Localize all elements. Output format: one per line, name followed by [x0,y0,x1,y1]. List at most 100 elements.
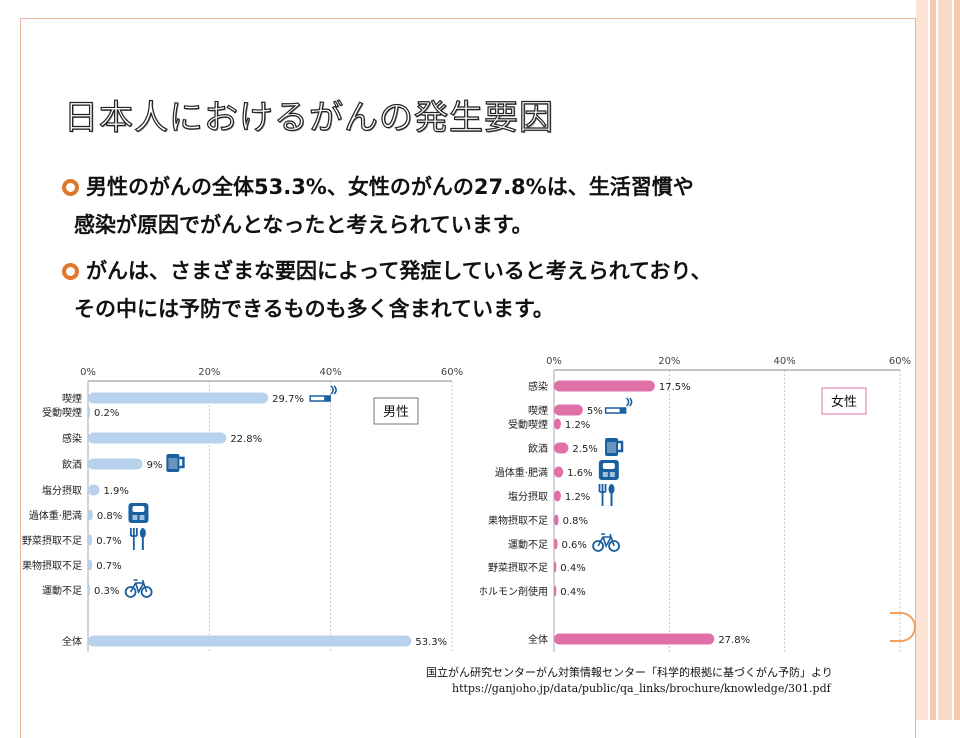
source-citation: 国立がん研究センターがん対策情報センター「科学的根拠に基づくがん予防」より ht… [426,665,833,697]
bullet-dot-icon [62,263,79,280]
bullet-1-line1: 男性のがんの全体53.3%、女性のがんの27.8%は、生活習慣や [86,175,694,199]
bullet-2: がんは、さまざまな要因によって発症していると考えられており、 その中には予防でき… [62,252,866,328]
decorative-arc [890,612,916,642]
x-tick-label: 60% [889,356,911,367]
bullet-1: 男性のがんの全体53.3%、女性のがんの27.8%は、生活習慣や 感染が原因でが… [62,168,866,244]
slide-title: 日本人におけるがんの発生要因 [63,97,554,138]
bar [88,635,412,647]
bar [554,490,561,502]
bicycle-icon [124,579,153,598]
x-tick-label: 0% [546,356,562,367]
bar [88,484,100,496]
category-label: 野菜摂取不足 [22,534,82,547]
slide-frame [20,18,916,738]
category-label: 全体 [62,635,82,648]
cigarette-icon [604,397,633,414]
utensils-icon [598,484,615,506]
category-label: 受動喫煙 [508,418,548,431]
bar [88,509,93,521]
source-line-1: 国立がん研究センターがん対策情報センター「科学的根拠に基づくがん予防」より [426,666,833,679]
value-label: 27.8% [718,635,750,646]
bar [88,406,90,418]
female-chart: 0% 20% 40% 60% 女性 感染 17.5% 喫煙 5% 受動喫煙 1.2% 飲酒 2.5% 過体… [480,356,911,652]
legend-label: 女性 [831,394,857,410]
category-label: 全体 [528,633,548,646]
bar [554,514,559,526]
bullet-2-line1: がんは、さまざまな要因によって発症していると考えられており、 [86,259,712,283]
category-label: 過体重·肥満 [29,509,82,522]
category-label: 感染 [528,380,548,393]
legend-label: 男性 [383,405,409,420]
value-label: 0.6% [561,540,586,551]
source-url[interactable]: https://ganjoho.jp/data/public/qa_links/… [452,682,831,695]
category-label: 運動不足 [508,538,548,551]
value-label: 2.5% [572,444,597,455]
value-label: 1.6% [567,468,592,479]
bar [554,404,583,416]
bar [88,432,227,444]
bar [554,418,561,430]
value-label: 0.8% [97,511,122,522]
category-label: 喫煙 [528,405,548,417]
bar [554,538,558,550]
category-label: 塩分摂取 [508,490,548,503]
value-label: 0.8% [563,516,588,527]
value-label: 0.4% [560,563,585,574]
x-tick-label: 20% [658,356,680,367]
value-label: 0.7% [96,561,121,572]
bar [554,633,715,645]
bar [88,534,93,546]
bullet-2-line2: その中には予防できるものも多く含まれています。 [74,297,554,321]
bullet-1-line2: 感染が原因でがんとなったと考えられています。 [74,213,533,237]
value-label: 17.5% [659,382,691,393]
bar [88,559,93,571]
bar [554,380,655,392]
x-tick-label: 40% [774,356,796,367]
category-label: 塩分摂取 [42,484,82,497]
value-label: 9% [147,460,163,471]
value-label: 1.9% [104,486,129,497]
bullet-dot-icon [62,179,79,196]
x-tick-label: 40% [320,367,342,378]
category-label: 感染 [62,432,82,445]
bicycle-icon [592,533,620,552]
bar [88,392,269,404]
legend-box [821,387,867,415]
male-chart: 0% 20% 40% 60% 男性 喫煙 29.7% 受動喫煙 0.2% 感染 22.8% 飲酒 9% 塩… [22,367,463,652]
bar [554,442,569,454]
category-label: 飲酒 [528,442,548,455]
value-label: 22.8% [230,434,262,445]
bar [88,584,90,596]
x-tick-label: 0% [80,367,96,378]
scale-icon [598,460,619,480]
bar [554,561,557,573]
utensils-icon [129,528,146,550]
category-label: 過体重·肥満 [495,466,548,479]
category-label: 受動喫煙 [42,406,82,419]
cigarette-icon [309,385,337,402]
value-label: 0.4% [560,587,585,598]
x-tick-label: 60% [441,367,463,378]
decorative-stripes [916,0,960,720]
category-label: ホルモン剤使用 [480,585,548,598]
category-label: 喫煙 [62,393,82,405]
value-label: 0.3% [94,586,119,597]
value-label: 1.2% [565,492,590,503]
bar [554,585,557,597]
category-label: 果物摂取不足 [22,559,82,572]
legend-box [373,397,419,425]
x-tick-label: 20% [198,367,220,378]
category-label: 運動不足 [42,584,82,597]
beer-icon [605,438,624,456]
beer-icon [166,454,185,472]
category-label: 飲酒 [62,458,82,471]
bar [554,466,564,478]
value-label: 0.7% [96,536,121,547]
value-label: 53.3% [415,637,447,648]
bar [88,458,143,470]
scale-icon [128,503,149,523]
value-label: 5% [587,406,603,417]
value-label: 0.2% [94,408,119,419]
value-label: 1.2% [565,420,590,431]
category-label: 果物摂取不足 [488,514,548,527]
